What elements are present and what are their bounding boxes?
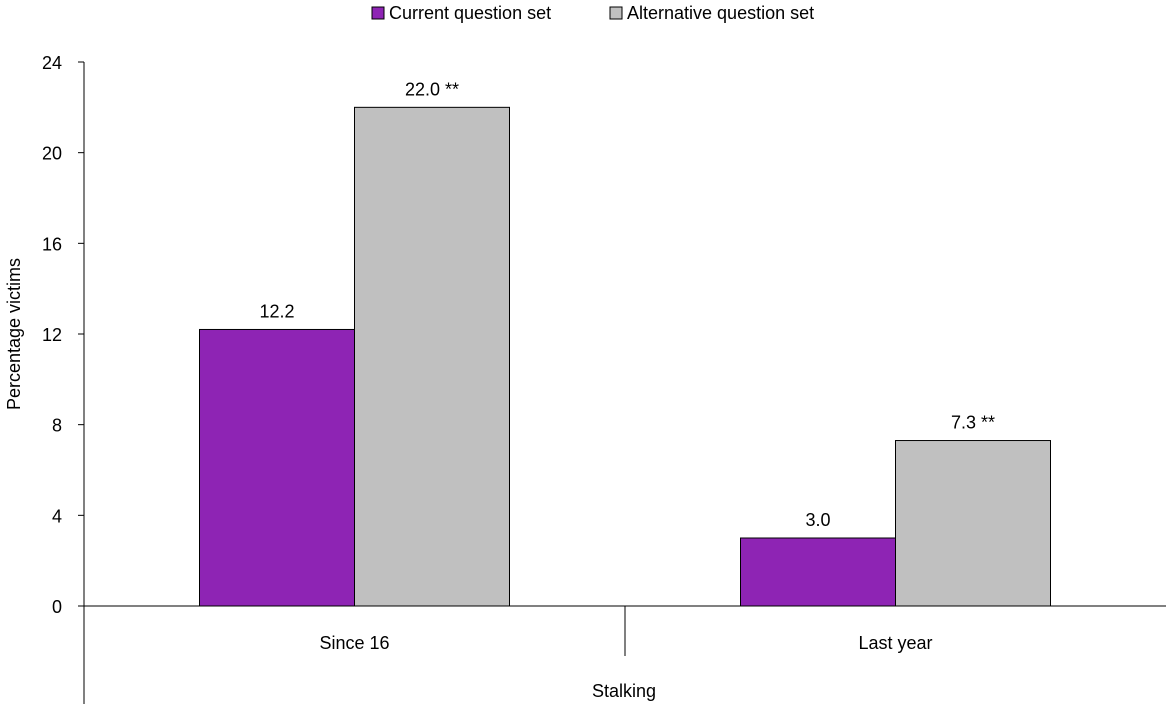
x-axis-group-label: Stalking bbox=[592, 681, 656, 701]
data-label: 3.0 bbox=[805, 510, 830, 530]
bar-alternative-0 bbox=[354, 106, 510, 607]
x-axis: Since 16 Last year bbox=[83, 605, 1166, 704]
y-axis-title: Percentage victims bbox=[4, 258, 24, 410]
y-tick-label: 24 bbox=[42, 53, 62, 73]
bars: 12.2 22.0 ** 3.0 7.3 ** bbox=[199, 79, 1051, 607]
y-tick-label: 8 bbox=[52, 416, 62, 436]
legend: Current question set Alternative questio… bbox=[371, 3, 814, 23]
data-label: 12.2 bbox=[259, 301, 294, 321]
legend-swatch-alternative bbox=[609, 6, 623, 20]
bar-current-1 bbox=[740, 537, 896, 607]
data-label: 7.3 ** bbox=[951, 413, 995, 433]
bar-current-0 bbox=[199, 328, 355, 607]
y-tick-label: 16 bbox=[42, 234, 62, 254]
y-axis: 0 4 8 12 16 20 24 bbox=[42, 53, 85, 617]
data-label: 22.0 ** bbox=[405, 79, 459, 99]
y-tick-label: 20 bbox=[42, 144, 62, 164]
x-tick-label: Last year bbox=[858, 633, 932, 653]
y-tick-label: 4 bbox=[52, 506, 62, 526]
y-tick-label: 12 bbox=[42, 325, 62, 345]
legend-swatch-current bbox=[371, 6, 385, 20]
bar-alternative-1 bbox=[895, 440, 1051, 607]
legend-label-current: Current question set bbox=[389, 3, 551, 23]
legend-label-alternative: Alternative question set bbox=[627, 3, 814, 23]
y-tick-label: 0 bbox=[52, 597, 62, 617]
x-tick-label: Since 16 bbox=[319, 633, 389, 653]
